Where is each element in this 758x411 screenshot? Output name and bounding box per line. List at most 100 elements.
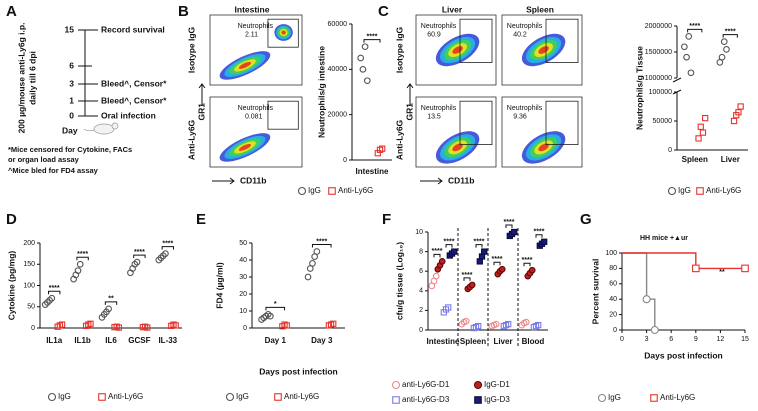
- gate-label: Neutrophils: [507, 105, 543, 112]
- significance-label: ****: [474, 238, 485, 245]
- event-label: Bleed^, Censor*: [101, 95, 167, 105]
- point: [701, 114, 709, 122]
- point: [691, 264, 700, 273]
- x-tick-label: IL6: [105, 336, 117, 345]
- dosing-text: 200 µg/mouse anti-Ly6g i.p.: [16, 23, 26, 134]
- legend-marker: [650, 394, 658, 402]
- gate: [545, 100, 579, 145]
- y-tick-label: 50: [239, 240, 247, 247]
- y-tick-label: 20000: [328, 112, 348, 119]
- legend-marker: [47, 392, 57, 402]
- y-tick-label: 0: [343, 157, 347, 164]
- note: *Mice censored for Cytokine, FACs: [8, 145, 132, 154]
- significance-bracket: [433, 253, 441, 258]
- y-tick-label: 60000: [328, 21, 348, 28]
- point: [357, 54, 365, 62]
- legend-marker: [696, 187, 704, 195]
- legend-label: IgG: [678, 186, 691, 195]
- mouse-icon: [83, 122, 119, 135]
- gate-label: Neutrophils: [421, 105, 457, 112]
- x-tick-label: 0: [620, 336, 624, 343]
- note: or organ load assay: [8, 155, 80, 164]
- y-tick-label: 1000000: [645, 75, 672, 82]
- point: [359, 65, 367, 73]
- legend-marker: [297, 186, 307, 196]
- x-tick-label: GCSF: [128, 336, 150, 345]
- x-tick-label: Liver: [493, 337, 512, 346]
- panel-label: B: [178, 3, 189, 20]
- x-tick-label: 15: [741, 336, 749, 343]
- axis-arrow: [406, 83, 443, 185]
- legend-label: IgG-D3: [484, 395, 510, 404]
- x-tick-label: 12: [717, 336, 725, 343]
- significance-bracket: [523, 262, 531, 267]
- y-axis-title: FD4 (µg/ml): [214, 262, 224, 309]
- gate-label: Neutrophils: [421, 23, 457, 30]
- y-axis-title: Percent survival: [590, 259, 600, 325]
- gate-value: 40.2: [513, 31, 527, 38]
- legend-marker: [667, 186, 677, 196]
- point: [498, 265, 506, 273]
- y-tick-label: 0: [31, 325, 35, 332]
- panel-label: G: [580, 211, 592, 228]
- significance-bracket: [133, 254, 146, 259]
- gate-value: 13.5: [427, 113, 441, 120]
- axis-arrow: [198, 83, 235, 185]
- point: [511, 228, 518, 236]
- gate-label: Neutrophils: [238, 105, 274, 112]
- point: [468, 281, 476, 289]
- point: [505, 320, 512, 328]
- x-tick-label: Spleen: [682, 155, 708, 164]
- x-tick-label: 9: [694, 336, 698, 343]
- axis-label: GR1: [196, 103, 206, 121]
- day-label: 3: [69, 78, 74, 88]
- point: [718, 53, 726, 61]
- y-tick-label: 0: [613, 327, 617, 334]
- panel-label: E: [196, 211, 206, 228]
- point: [687, 69, 695, 77]
- point: [723, 46, 730, 53]
- point: [528, 266, 536, 274]
- x-tick-label: 6: [669, 336, 673, 343]
- panel-label: F: [382, 211, 391, 228]
- x-tick-label: Blood: [522, 337, 545, 346]
- point: [541, 238, 548, 245]
- legend-label: Anti-Ly6G: [284, 392, 319, 401]
- significance-label: ****: [492, 256, 503, 263]
- point: [48, 294, 56, 302]
- point: [162, 250, 169, 257]
- legend-marker: [391, 380, 401, 390]
- significance-label: ****: [725, 28, 736, 35]
- legend-label: anti-Ly6G-D1: [402, 380, 450, 389]
- significance-bracket: [104, 301, 118, 305]
- note: ^Mice bled for FD4 assay: [8, 166, 99, 175]
- event-label: Bleed^, Censor*: [101, 78, 167, 88]
- y-tick-label: 1500000: [645, 49, 672, 56]
- annotation: HH mice +▲ur: [640, 235, 688, 242]
- legend-label: Anti-Ly6G: [108, 392, 143, 401]
- day-label: 15: [65, 24, 75, 34]
- x-axis-title: Days post infection: [259, 366, 337, 376]
- point: [361, 43, 369, 51]
- density: [238, 143, 252, 151]
- significance-label: ****: [77, 251, 88, 258]
- legend-label: IgG-D1: [484, 380, 510, 389]
- point: [432, 272, 440, 280]
- density: [281, 30, 286, 35]
- point: [133, 258, 141, 266]
- significance-bracket: [505, 224, 513, 228]
- gate: [459, 18, 493, 64]
- point: [445, 304, 452, 311]
- x-tick-label: Spleen: [460, 337, 486, 346]
- significance-label: *: [274, 301, 277, 308]
- significance-bracket: [722, 34, 738, 38]
- x-tick-label: IL1a: [46, 336, 63, 345]
- y-tick-label: 40: [609, 296, 617, 303]
- row-label: Anti-Ly6G: [186, 119, 196, 160]
- point: [267, 312, 274, 320]
- y-tick-label: 4: [419, 288, 423, 295]
- x-tick-label: 3: [645, 336, 649, 343]
- significance-bracket: [535, 234, 543, 238]
